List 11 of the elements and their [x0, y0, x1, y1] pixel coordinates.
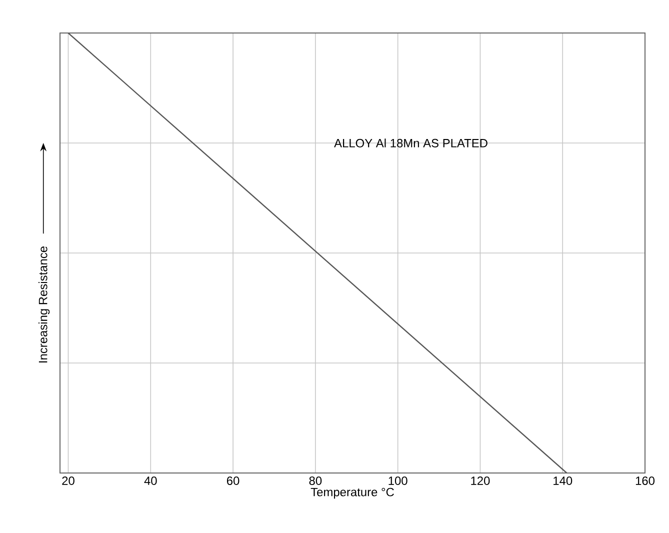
x-tick-label: 100: [388, 476, 408, 485]
x-tick-label: 80: [309, 476, 322, 485]
x-tick-label: 60: [226, 476, 240, 485]
x-tick-label: 120: [471, 476, 490, 485]
x-axis-title: Temperature °C: [310, 488, 394, 499]
annotation: ALLOY Al 18Mn AS PLATED: [334, 138, 488, 148]
y-axis-title: Increasing Resistance: [38, 246, 50, 362]
x-tick-label: 160: [636, 476, 655, 485]
x-tick-label: 140: [554, 476, 572, 485]
x-tick-label: 40: [144, 476, 157, 485]
x-tick-label: 20: [62, 476, 74, 485]
